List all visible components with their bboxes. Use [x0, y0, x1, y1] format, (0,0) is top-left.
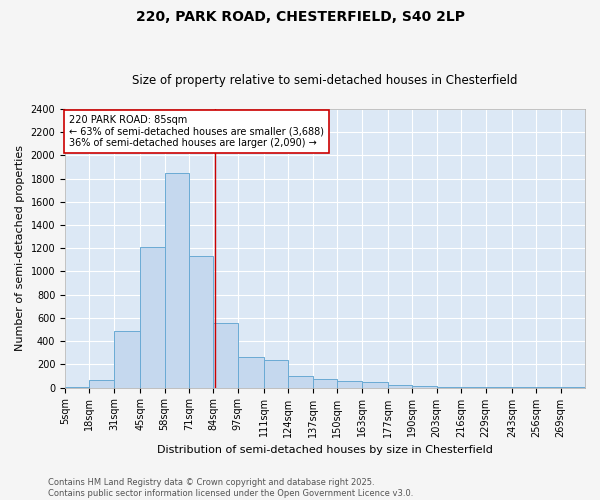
X-axis label: Distribution of semi-detached houses by size in Chesterfield: Distribution of semi-detached houses by … [157, 445, 493, 455]
Text: 220, PARK ROAD, CHESTERFIELD, S40 2LP: 220, PARK ROAD, CHESTERFIELD, S40 2LP [136, 10, 464, 24]
Text: Contains HM Land Registry data © Crown copyright and database right 2025.
Contai: Contains HM Land Registry data © Crown c… [48, 478, 413, 498]
Bar [214, 322, 238, 388]
Bar [362, 382, 388, 388]
Bar [89, 380, 114, 388]
Bar [388, 384, 412, 388]
Bar [289, 376, 313, 388]
Text: 220 PARK ROAD: 85sqm
← 63% of semi-detached houses are smaller (3,688)
36% of se: 220 PARK ROAD: 85sqm ← 63% of semi-detac… [69, 115, 324, 148]
Title: Size of property relative to semi-detached houses in Chesterfield: Size of property relative to semi-detach… [132, 74, 518, 87]
Bar [140, 247, 164, 388]
Bar [264, 360, 289, 388]
Bar [337, 381, 362, 388]
Bar [412, 386, 437, 388]
Y-axis label: Number of semi-detached properties: Number of semi-detached properties [15, 146, 25, 352]
Bar [189, 256, 214, 388]
Bar [238, 357, 264, 388]
Bar [437, 387, 461, 388]
Bar [164, 173, 189, 388]
Bar [114, 330, 140, 388]
Bar [65, 387, 89, 388]
Bar [313, 380, 337, 388]
